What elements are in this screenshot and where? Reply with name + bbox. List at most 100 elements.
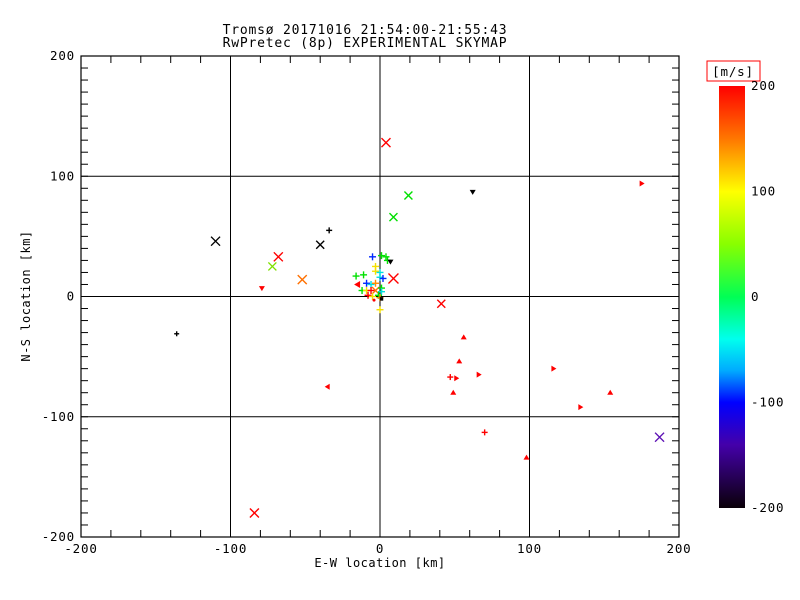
data-point <box>379 297 384 301</box>
data-point <box>469 189 476 195</box>
data-point <box>379 274 387 282</box>
tri-left-marker <box>324 383 330 390</box>
data-points <box>174 137 665 518</box>
x-marker <box>267 261 277 271</box>
data-point <box>352 272 360 280</box>
tri-right-marker <box>639 180 645 187</box>
x-marker <box>371 286 380 295</box>
y-tick-label: -200 <box>42 529 75 544</box>
data-point <box>436 299 446 309</box>
data-point <box>372 279 380 287</box>
data-point <box>267 261 277 271</box>
x-marker <box>380 137 391 148</box>
data-point <box>377 288 385 296</box>
data-point <box>447 374 454 381</box>
data-point <box>454 375 460 382</box>
data-point <box>387 259 394 265</box>
data-point <box>578 404 584 411</box>
colorbar-tick-labels: 200 100 0 -100 -200 <box>751 78 784 515</box>
data-point <box>551 365 557 372</box>
x-marker <box>210 236 221 247</box>
x-marker <box>273 251 284 262</box>
plot-title: Tromsø 20171016 21:54:00-21:55:43 <box>223 23 508 38</box>
x-axis-label: E-W location [km] <box>314 556 445 570</box>
tri-down-marker <box>387 259 394 265</box>
data-point <box>369 253 377 261</box>
data-point <box>273 251 284 262</box>
colorbar-tick-label: -200 <box>751 500 784 515</box>
data-point <box>354 280 361 288</box>
x-marker <box>654 432 665 443</box>
data-point <box>367 286 375 294</box>
x-marker <box>403 190 413 200</box>
data-point <box>450 389 457 395</box>
tri-right-marker <box>578 404 584 411</box>
data-point <box>364 291 372 299</box>
data-point <box>654 432 665 443</box>
data-point <box>476 371 482 378</box>
tri-down-marker <box>469 189 476 195</box>
data-point <box>360 271 368 279</box>
data-point <box>367 280 375 288</box>
y-tick-label: 100 <box>50 168 75 183</box>
square-marker <box>379 297 384 301</box>
data-point <box>326 227 333 234</box>
data-point <box>324 383 330 390</box>
data-point <box>460 334 467 340</box>
data-point <box>210 236 221 247</box>
data-point <box>387 272 399 284</box>
tri-left-marker <box>354 280 361 288</box>
plot-subtitle: RwPretec (8p) EXPERIMENTAL SKYMAP <box>223 36 508 51</box>
tri-right-marker <box>454 375 460 382</box>
data-point <box>382 253 390 261</box>
data-point <box>174 331 180 337</box>
colorbar-tick-label: 200 <box>751 78 776 93</box>
data-point <box>297 274 308 285</box>
data-point <box>372 298 376 302</box>
data-point <box>639 180 645 187</box>
y-tick-label: 0 <box>67 289 75 304</box>
x-tick-label: -100 <box>214 541 247 556</box>
dot-marker <box>372 298 376 302</box>
colorbar: [m/s] 200 100 0 -100 -200 <box>706 60 784 515</box>
tick-labels: -200 -100 0 100 200 -200 -100 0 100 200 <box>42 48 692 556</box>
data-point <box>363 279 371 287</box>
data-point <box>380 137 391 148</box>
x-marker <box>387 272 399 284</box>
data-point <box>607 389 614 395</box>
x-marker <box>315 240 325 250</box>
data-point <box>249 507 260 518</box>
tri-up-marker <box>607 389 614 395</box>
x-marker <box>388 212 398 222</box>
x-marker <box>297 274 308 285</box>
tri-up-marker <box>450 389 457 395</box>
x-tick-label: 200 <box>667 541 692 556</box>
data-point <box>523 454 530 460</box>
tri-up-marker <box>460 334 467 340</box>
x-marker <box>249 507 260 518</box>
y-tick-label: -100 <box>42 409 75 424</box>
tri-up-marker <box>523 454 530 460</box>
data-point <box>456 358 463 364</box>
y-axis-label: N-S location [km] <box>19 230 33 361</box>
tri-down-marker <box>258 286 265 292</box>
tri-right-marker <box>551 365 557 372</box>
data-point <box>481 429 488 436</box>
data-point <box>315 240 325 250</box>
plot-frame <box>80 55 680 538</box>
data-point <box>403 190 413 200</box>
colorbar-label: [m/s] <box>712 64 754 79</box>
data-point <box>377 252 385 260</box>
x-tick-label: 100 <box>517 541 542 556</box>
data-point <box>376 306 384 314</box>
x-tick-label: -200 <box>64 541 97 556</box>
colorbar-label-box <box>706 60 761 82</box>
colorbar-gradient <box>719 86 745 508</box>
data-point <box>372 267 380 275</box>
colorbar-tick-label: -100 <box>751 395 784 410</box>
x-marker <box>436 299 446 309</box>
data-point <box>258 286 265 292</box>
x-tick-label: 0 <box>376 541 384 556</box>
